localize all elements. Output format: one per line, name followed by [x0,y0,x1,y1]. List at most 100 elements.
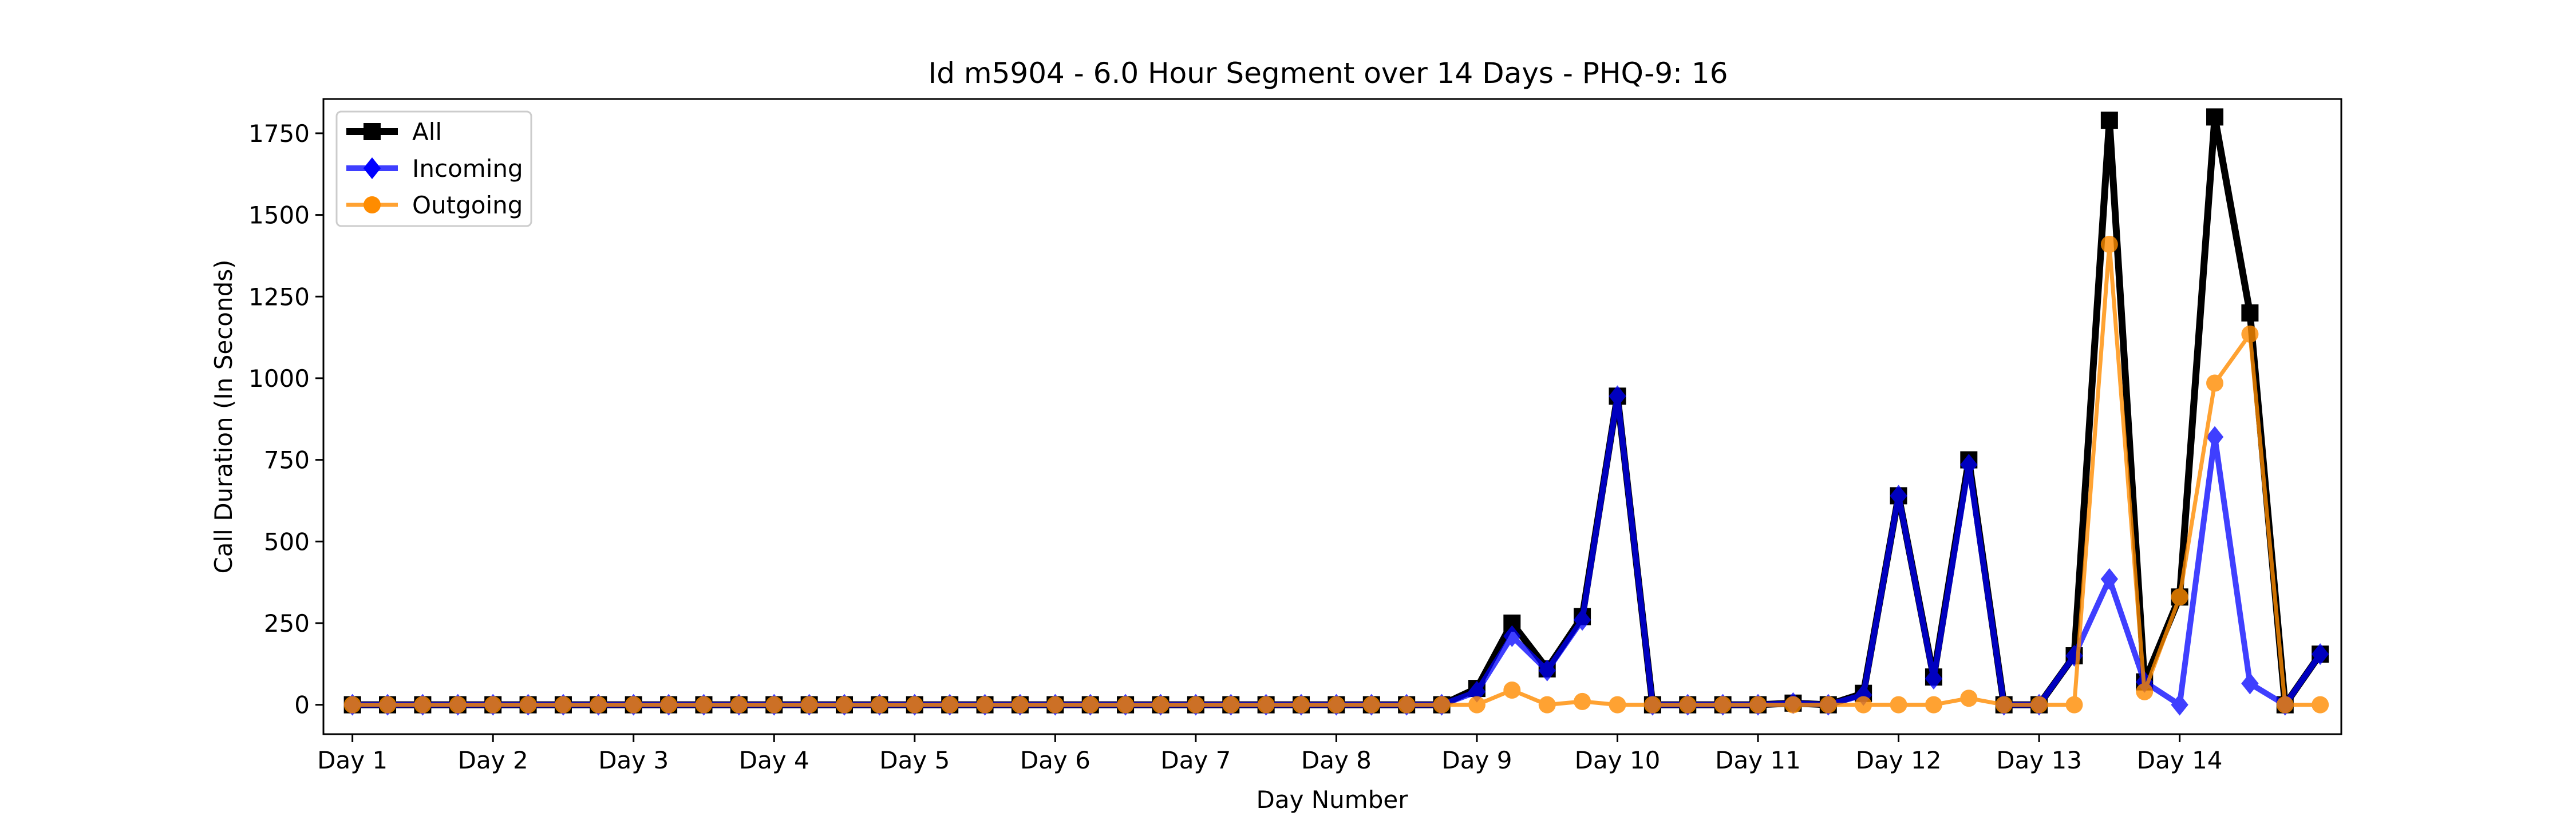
chart-title: Id m5904 - 6.0 Hour Segment over 14 Days… [928,57,1728,90]
series-outgoing-point [1679,696,1697,714]
series-outgoing-point [1643,696,1661,714]
series-outgoing-point [2171,588,2188,606]
series-incoming-point [2311,643,2329,665]
plot-area [322,98,2342,735]
legend-label: All [412,118,442,146]
series-incoming-point [2100,568,2119,590]
series-outgoing-point [2136,683,2154,700]
y-tick-label: 1500 [248,201,310,229]
series-outgoing-point [695,696,713,714]
series-outgoing-point [2241,325,2259,343]
series-incoming-point [1925,667,1943,690]
legend-item: All [346,118,442,146]
series-outgoing-point [1538,696,1556,714]
y-tick-label: 750 [264,446,310,474]
series-incoming-point [1468,680,1486,703]
legend-label: Incoming [412,154,523,183]
x-tick-label: Day 5 [879,746,950,774]
series-outgoing-point [1503,681,1521,699]
series-outgoing-point [871,696,888,714]
series-incoming-point [1538,659,1556,682]
series-layer [343,108,2329,716]
series-outgoing-point [660,696,678,714]
series-outgoing-point [976,696,994,714]
y-axis-title: Call Duration (In Seconds) [210,259,238,573]
series-outgoing-point [1468,696,1485,714]
series-outgoing-point [590,696,607,714]
y-tick-label: 0 [294,691,310,719]
series-outgoing [343,235,2329,714]
series-outgoing-point [1995,696,2013,714]
series-outgoing-point [519,696,537,714]
x-tick-label: Day 8 [1301,746,1372,774]
legend-item: Outgoing [346,191,523,219]
series-outgoing-point [1714,696,1732,714]
x-tick-label: Day 13 [1996,746,2082,774]
series-outgoing-point [941,696,959,714]
y-tick-label: 1250 [248,283,310,311]
x-axis: Day 1 Day 2 Day 3 Day 4 Day 5 Day 6 Day 7 Day 8… [317,734,2222,774]
legend-frame [335,110,532,227]
series-outgoing-point [2206,374,2224,392]
series-outgoing-point [1609,696,1626,714]
legend-marker [363,157,381,179]
legend-label: Outgoing [412,191,523,219]
series-incoming-point [1609,385,1626,407]
y-axis: 0 250 500 750 1000 1250 1500 1750 [248,120,323,719]
series-incoming-point [2065,645,2083,667]
series-outgoing-point [1749,696,1767,714]
series-outgoing-point [554,696,572,714]
y-tick-label: 500 [264,528,310,556]
series-outgoing-point [1925,696,1942,714]
series-incoming-point [2241,672,2259,695]
series-outgoing-point [2312,696,2329,714]
x-tick-label: Day 1 [317,746,388,774]
series-outgoing-point [1890,696,1907,714]
series-incoming-point [1890,485,1907,507]
series-outgoing-point [1222,696,1240,714]
series-outgoing-point [2100,235,2118,253]
series-outgoing-point [1257,696,1275,714]
legend-marker [364,196,381,213]
series-outgoing-point [484,696,502,714]
x-tick-label: Day 10 [1575,746,1661,774]
series-incoming-point [2206,426,2224,448]
series-all-point [2100,112,2118,129]
x-tick-label: Day 4 [739,746,809,774]
x-tick-label: Day 14 [2137,746,2223,774]
x-tick-label: Day 7 [1160,746,1231,774]
series-all-point [2206,108,2224,126]
x-tick-label: Day 2 [458,746,528,774]
series-outgoing-point [730,696,748,714]
y-tick-label: 1000 [248,365,310,393]
series-outgoing-point [379,696,397,714]
series-outgoing-point [765,696,783,714]
series-incoming-point [1960,454,1978,476]
series-outgoing-point [2276,696,2294,714]
series-outgoing-point [1784,696,1802,714]
y-tick-label: 1750 [248,120,310,148]
series-outgoing-point [1960,690,1978,707]
x-tick-label: Day 9 [1441,746,1512,774]
series-outgoing-point [906,696,923,714]
series-outgoing-point [1398,696,1416,714]
series-outgoing-point [1011,696,1029,714]
series-all [343,108,2329,714]
series-outgoing-point [1362,696,1380,714]
series-outgoing-point [1152,696,1170,714]
series-outgoing-point [1433,696,1451,714]
series-all-point [2241,304,2259,322]
x-tick-label: Day 12 [1856,746,1942,774]
x-axis-title: Day Number [1256,786,1408,814]
legend-marker [364,123,381,140]
series-incoming-point [1503,625,1521,647]
series-outgoing-line [352,242,2321,707]
series-outgoing-point [1117,696,1135,714]
series-all-line [352,113,2324,708]
series-outgoing-point [1574,692,1591,710]
legend: All Incoming Outgoing [335,110,532,227]
series-outgoing-point [836,696,854,714]
x-tick-label: Day 11 [1715,746,1801,774]
series-outgoing-point [800,696,818,714]
y-tick-label: 250 [264,609,310,637]
